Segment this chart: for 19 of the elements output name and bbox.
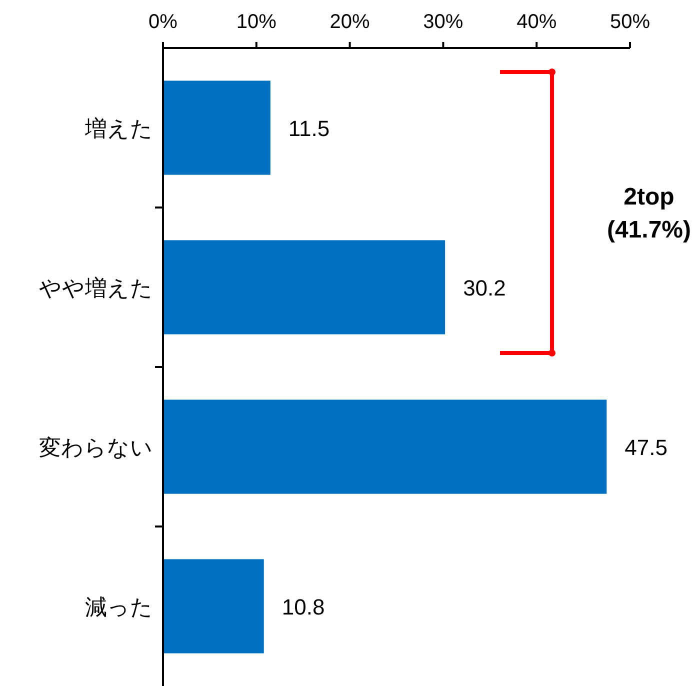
y-tick-label: 増えた [84, 116, 153, 141]
x-tick-label: 50% [610, 11, 650, 33]
y-tick-label: やや増えた [39, 275, 153, 300]
data-label: 47.5 [624, 434, 668, 460]
x-tick-label: 20% [330, 11, 370, 33]
x-tick-label: 40% [516, 11, 557, 33]
bar [163, 80, 270, 175]
data-label: 30.2 [463, 275, 506, 300]
bar [163, 240, 446, 334]
data-label: 11.5 [288, 116, 330, 141]
y-tick-label: 変わらない [39, 434, 153, 460]
annotation: 2top (41.7%) [606, 184, 692, 244]
x-tick-label: 0% [148, 11, 178, 33]
x-tick-label: 30% [423, 11, 464, 33]
bar [163, 559, 264, 654]
data-label: 10.8 [282, 594, 325, 620]
bar [163, 400, 607, 494]
x-tick-label: 10% [236, 11, 277, 33]
y-tick-label: 減った [85, 594, 153, 620]
